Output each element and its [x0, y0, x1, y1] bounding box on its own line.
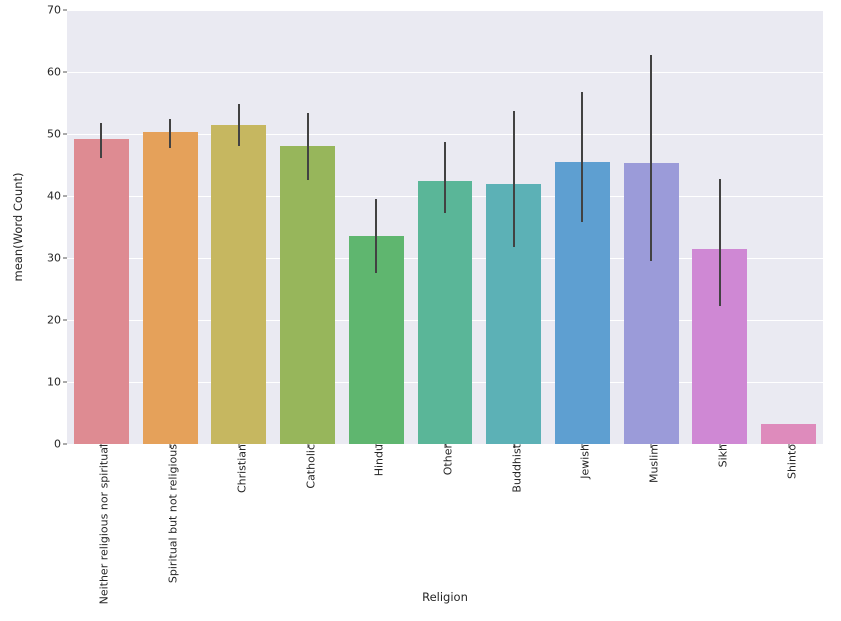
y-tick-label: 60: [47, 66, 67, 79]
x-tick-label: Neither religious nor spiritual: [92, 444, 111, 604]
x-tick-label: Other: [436, 444, 455, 475]
bar: [280, 146, 335, 444]
bar: [211, 125, 266, 444]
grid-line: [67, 72, 823, 73]
y-tick-label: 40: [47, 190, 67, 203]
error-bar: [650, 55, 652, 261]
error-bar: [444, 142, 446, 213]
error-bar: [307, 113, 309, 181]
error-bar: [375, 199, 377, 273]
error-bar: [169, 119, 171, 148]
y-tick-label: 20: [47, 314, 67, 327]
y-tick-label: 70: [47, 4, 67, 17]
x-tick-label: Muslim: [642, 444, 661, 483]
error-bar: [719, 179, 721, 307]
plot-area: 010203040506070Neither religious nor spi…: [67, 10, 823, 444]
bar: [74, 139, 129, 444]
y-axis-label: mean(Word Count): [11, 173, 25, 282]
x-tick-label: Shinto: [779, 444, 798, 479]
x-tick-label: Hindu: [367, 444, 386, 476]
x-tick-label: Spiritual but not religious: [161, 444, 180, 583]
y-tick-label: 0: [54, 438, 67, 451]
error-bar: [238, 104, 240, 146]
y-tick-label: 10: [47, 376, 67, 389]
error-bar: [100, 123, 102, 158]
y-tick-label: 30: [47, 252, 67, 265]
x-tick-label: Jewish: [573, 444, 592, 479]
bar: [418, 181, 473, 445]
figure: 0 10 20 30 40 50 60 70 Neither religious nor spi…: [0, 0, 841, 621]
x-tick-label: Buddhist: [504, 444, 523, 493]
x-tick-label: Catholic: [298, 444, 317, 489]
x-axis-label: Religion: [422, 590, 468, 604]
x-tick-label: Christian: [229, 444, 248, 493]
error-bar: [513, 111, 515, 247]
y-tick-label: 50: [47, 128, 67, 141]
error-bar: [581, 92, 583, 222]
bar: [761, 424, 816, 444]
bar: [143, 132, 198, 444]
x-tick-label: Sikh: [710, 444, 729, 467]
grid-line: [67, 10, 823, 11]
